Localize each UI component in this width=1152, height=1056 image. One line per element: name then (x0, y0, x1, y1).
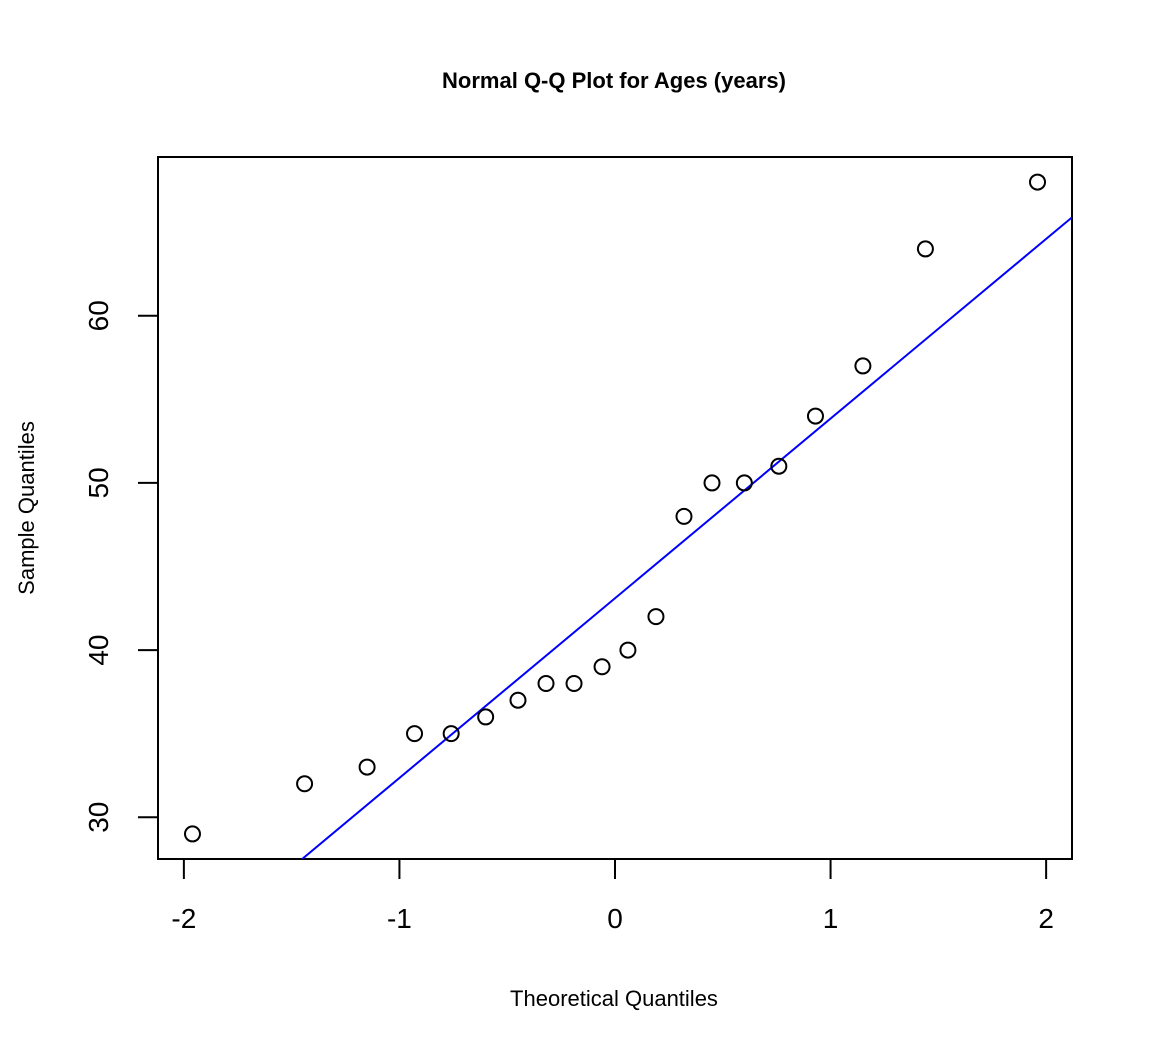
data-point (565, 675, 583, 692)
data-point (735, 474, 753, 492)
y-tick-label: 50 (83, 467, 114, 498)
data-point (675, 507, 693, 525)
data-point (647, 608, 665, 626)
y-tick-label: 40 (83, 634, 114, 665)
data-point (358, 758, 376, 776)
x-axis-label: Theoretical Quantiles (510, 986, 718, 1011)
x-tick-label: -2 (171, 903, 196, 934)
data-point (916, 240, 934, 258)
data-point (806, 407, 824, 425)
data-point (537, 675, 555, 692)
data-point (442, 725, 460, 743)
reference-line (300, 216, 1072, 859)
plot-frame (157, 156, 1073, 860)
y-axis-label: Sample Quantiles (14, 421, 39, 595)
x-tick-label: 1 (823, 903, 839, 934)
data-point (296, 775, 314, 793)
data-point (854, 357, 872, 375)
x-tick-label: 0 (607, 903, 623, 934)
x-tick-label: -1 (387, 903, 412, 934)
x-tick-label: 2 (1038, 903, 1054, 934)
data-point (183, 825, 201, 843)
data-point (703, 474, 721, 492)
data-point (477, 708, 495, 726)
y-axis: 30 40 50 60 (83, 300, 159, 833)
x-axis: -2 -1 0 1 2 (171, 858, 1054, 934)
y-tick-label: 30 (83, 802, 114, 833)
chart-title: Normal Q-Q Plot for Ages (years) (442, 68, 786, 93)
y-tick-label: 60 (83, 300, 114, 331)
data-point (619, 641, 637, 659)
data-point (509, 691, 527, 709)
data-point (406, 725, 424, 743)
data-point (593, 658, 611, 676)
plot-area (183, 173, 1072, 859)
data-point (1029, 173, 1047, 191)
data-point (770, 457, 788, 475)
